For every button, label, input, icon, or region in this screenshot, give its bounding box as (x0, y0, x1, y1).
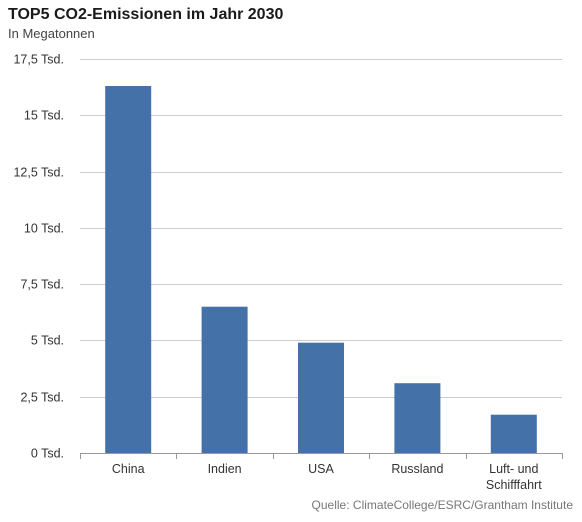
x-tick-label: China (112, 462, 145, 476)
gridlines (80, 59, 562, 398)
x-tick-label: Russland (391, 462, 443, 476)
y-tick-label: 7,5 Tsd. (20, 278, 64, 292)
y-axis-tick-labels: 0 Tsd. 2,5 Tsd. 5 Tsd. 7,5 Tsd. 10 Tsd. 12,5 … (13, 53, 64, 461)
y-tick-label: 17,5 Tsd. (13, 53, 64, 67)
x-axis (80, 453, 563, 459)
bar (201, 306, 248, 453)
x-tick-label: USA (308, 462, 334, 476)
y-tick-label: 15 Tsd. (24, 109, 64, 123)
y-tick-label: 2,5 Tsd. (20, 391, 64, 405)
x-tick-label: Luft- und Schifffahrt (486, 462, 542, 492)
chart-source: Quelle: ClimateCollege/ESRC/Grantham Ins… (311, 498, 573, 512)
bar (105, 86, 152, 453)
bars (105, 86, 537, 453)
bar (490, 414, 537, 453)
y-tick-label: 5 Tsd. (31, 334, 64, 348)
bar (298, 342, 344, 453)
chart-title: TOP5 CO2-Emissionen im Jahr 2030 (8, 6, 284, 23)
chart-subtitle: In Megatonnen (8, 26, 95, 41)
x-axis-tick-labels: China Indien USA Russland Luft- und Schifffah… (112, 462, 542, 492)
y-tick-label: 12,5 Tsd. (13, 166, 64, 180)
x-tick-label: Indien (208, 462, 242, 476)
y-tick-label: 10 Tsd. (24, 222, 64, 236)
y-tick-label: 0 Tsd. (31, 447, 64, 461)
bar (394, 383, 441, 453)
